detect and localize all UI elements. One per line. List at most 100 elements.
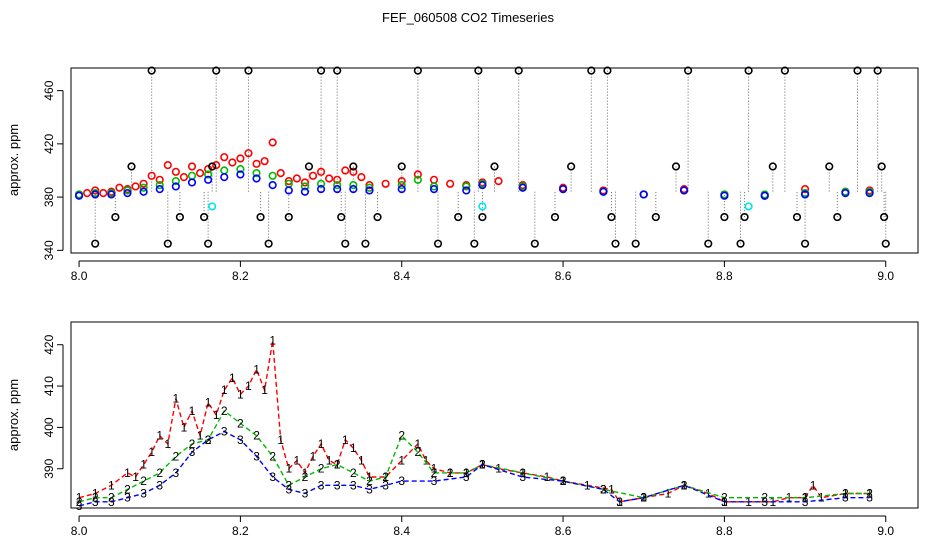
series-3-point-label: 3 [616, 495, 623, 509]
series-1-point-label: 1 [132, 470, 139, 484]
series-1-point-label: 1 [173, 391, 180, 405]
series-1-point [220, 153, 229, 162]
series-2-point-label: 2 [76, 495, 83, 509]
series-1-point-label: 1 [164, 437, 171, 451]
series-3-point [236, 170, 245, 179]
series-3-point [316, 185, 326, 194]
series-3-point-label: 3 [108, 495, 115, 509]
top-y-tick-label: 460 [42, 80, 56, 100]
series-3-point [187, 178, 197, 187]
series-1-point [365, 181, 374, 190]
spike-point [397, 162, 406, 171]
series-3-point-label: 3 [237, 433, 244, 447]
series-2-point-label: 2 [382, 470, 389, 484]
series-2-point [365, 183, 374, 192]
bottom-panel: 8.0 8.2 8.4 8.6 8.8 9.0 390 400 410 420 approx. … [6, 321, 919, 538]
bottom-y-tick-label: 420 [42, 334, 56, 354]
bottom-y-tick-label: 390 [42, 458, 56, 478]
series-1-point [292, 174, 301, 183]
series-1-point [325, 174, 334, 183]
series-3-point-label: 3 [253, 449, 260, 463]
series-3-point [365, 186, 374, 195]
series-2-point-label: 2 [334, 458, 341, 472]
spike-point [127, 162, 136, 171]
spike-point [740, 212, 749, 222]
series-3-point [107, 190, 116, 199]
series-1-point [252, 159, 261, 168]
spike-point [208, 162, 217, 171]
series-1-point-label: 1 [818, 491, 825, 505]
series-2-point-label: 2 [108, 491, 115, 505]
bottom-x-tick-label: 8.2 [232, 524, 249, 538]
spike-point [333, 66, 342, 75]
chart-title: FEF_060508 CO2 Timeseries [382, 10, 554, 25]
series-3-point-label: 3 [479, 458, 486, 472]
spike-point [284, 212, 293, 222]
top-y-tick-label: 340 [42, 240, 56, 260]
spike-point [736, 239, 745, 248]
top-panel: 8.0 8.2 8.4 8.6 8.8 9.0 340 380 420 460 approx. … [6, 66, 919, 283]
series-1-point-label: 1 [189, 404, 196, 418]
series-2-line [78, 409, 870, 503]
series-1-point-label: 1 [415, 437, 422, 451]
series-3-line [78, 430, 870, 507]
series-2-point-label: 2 [302, 470, 309, 484]
series-1-point [494, 177, 503, 186]
series-3-point [599, 187, 608, 196]
series-1-point [333, 175, 342, 184]
series-2-point [171, 177, 180, 186]
series-3-point-label: 3 [124, 491, 131, 505]
series-2-point-label: 2 [140, 474, 147, 488]
series-1-point-label: 1 [302, 466, 309, 480]
spike-point [433, 239, 443, 248]
series-3-point-label: 3 [285, 482, 292, 496]
series-2-point-label: 2 [156, 466, 163, 480]
bottom-x-tick-label: 8.6 [555, 524, 572, 538]
series-1-point-label: 1 [205, 396, 212, 410]
series-3-point [74, 191, 84, 200]
spike-point [212, 66, 221, 75]
series-1-point-label: 1 [665, 487, 672, 501]
series-1-point-label: 1 [431, 462, 438, 476]
series-3-point [123, 189, 132, 198]
series-3-point [220, 173, 229, 182]
bottom-plot-frame [70, 321, 919, 509]
spike-point [704, 239, 713, 248]
series-2-point-label: 2 [866, 487, 873, 501]
series-3-point [268, 181, 277, 190]
spike-point [720, 212, 729, 222]
series-2-point [220, 166, 229, 175]
series-1-point [446, 179, 455, 188]
series-3-point-label: 3 [189, 445, 196, 459]
series-2-point [462, 182, 471, 191]
series-2-point-label: 2 [350, 466, 357, 480]
series-2-point-label: 2 [189, 437, 196, 451]
series-3-point [841, 189, 850, 198]
series-1-point-label: 1 [423, 453, 430, 467]
top-x-tick-label: 8.6 [555, 269, 572, 283]
spike-point [514, 66, 523, 75]
series-3-point [171, 182, 180, 191]
series-1-point-label: 1 [261, 383, 268, 397]
spike-point [550, 212, 560, 222]
top-y-tick-label: 420 [42, 134, 56, 154]
series-1-point [244, 149, 253, 158]
series-1-point-label: 1 [148, 445, 155, 459]
series-2-point [187, 171, 197, 180]
series-3-point [800, 190, 810, 199]
series-1-point [316, 167, 326, 176]
series-1-point-label: 1 [253, 363, 260, 377]
series-3-point-label: 3 [640, 491, 647, 505]
series-1-point [187, 162, 197, 171]
spike-point [780, 66, 790, 75]
series-2-point [349, 181, 358, 190]
spike-point [349, 162, 358, 171]
series-3-point [204, 175, 213, 184]
bottom-x-tick-label: 8.8 [716, 524, 733, 538]
top-y-tick-label: 380 [42, 187, 56, 207]
spike-point [163, 239, 172, 248]
series-3-point-label: 3 [173, 466, 180, 480]
spike-point [304, 162, 314, 171]
series-3-point [518, 183, 527, 192]
series-2-point [429, 182, 439, 191]
